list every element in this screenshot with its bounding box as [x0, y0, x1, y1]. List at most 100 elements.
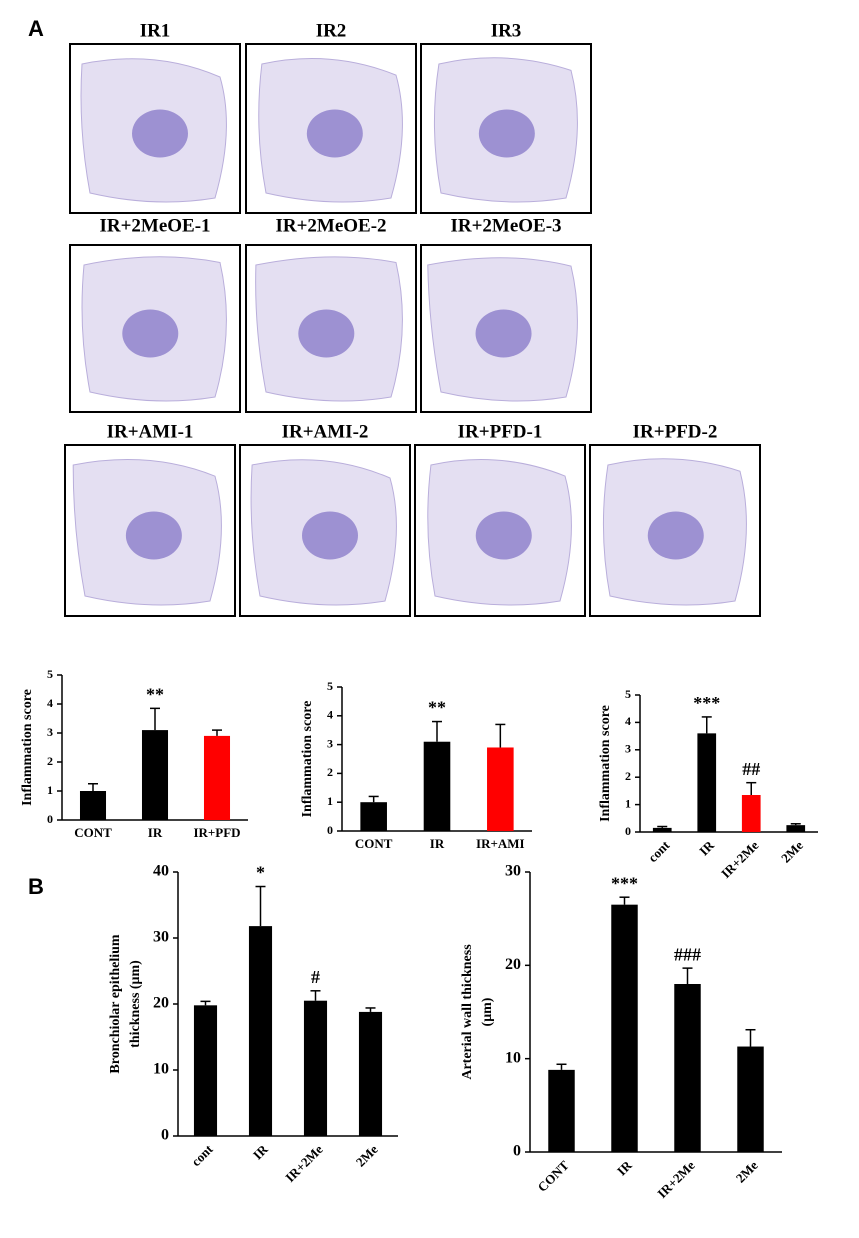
significance-label: # [311, 967, 320, 987]
y-axis-label: thickness (μm) [128, 960, 143, 1048]
chart: 0 1 2 3 4 5 Inflammation score cont *** IR ## IR+2M… [598, 687, 818, 881]
y-tick-label: 2 [625, 769, 631, 783]
image-frame [420, 43, 592, 214]
significance-label: ## [742, 759, 760, 779]
y-tick-label: 5 [625, 687, 631, 701]
chart: 0 10 20 30 Arterial wall thickness (μm) CONT **… [460, 863, 782, 1201]
significance-label: ### [674, 944, 701, 964]
image-title: IR1 [140, 20, 171, 41]
bar [697, 733, 717, 832]
significance-label: * [256, 863, 265, 883]
tissue-center [125, 511, 182, 560]
image-title: IR+2MeOE-3 [450, 215, 561, 236]
significance-label: ** [146, 684, 164, 704]
image-title: IR2 [316, 20, 347, 41]
tissue-center [647, 511, 704, 560]
bar [248, 926, 273, 1136]
image-title: IR+PFD-1 [458, 421, 543, 442]
y-axis-label: Inflammation score [20, 689, 35, 806]
x-tick-label: IR+AMI [476, 836, 525, 851]
tissue-center [132, 109, 188, 158]
tissue-center [478, 109, 535, 158]
bar [303, 1000, 328, 1136]
y-tick-label: 2 [327, 765, 333, 779]
bar [487, 747, 514, 831]
y-tick-label: 30 [153, 929, 169, 946]
x-tick-label: 2Me [733, 1157, 761, 1185]
image-frame [414, 444, 586, 617]
x-tick-label: IR [430, 836, 445, 851]
chart: 0 1 2 3 4 5 Inflammation score CONT ** IR IR+PFD [20, 667, 248, 840]
y-axis-label: (μm) [480, 997, 495, 1026]
tissue-center [298, 309, 355, 358]
bar [423, 741, 451, 831]
bar [358, 1011, 383, 1136]
tissue-center [301, 511, 358, 560]
x-tick-label: CONT [355, 836, 393, 851]
y-tick-label: 5 [327, 679, 333, 693]
y-tick-label: 40 [153, 863, 169, 880]
bar [786, 825, 806, 832]
y-tick-label: 3 [625, 742, 631, 756]
x-tick-label: IR+PFD [193, 825, 240, 840]
image-title: IR+2MeOE-1 [99, 215, 210, 236]
image-title: IR+2MeOE-2 [275, 215, 386, 236]
y-tick-label: 0 [513, 1143, 521, 1160]
y-tick-label: 3 [47, 725, 53, 739]
x-tick-label: IR [614, 1157, 635, 1178]
y-tick-label: 0 [47, 812, 53, 826]
image-frame [69, 244, 241, 413]
image-frame [245, 43, 417, 214]
bar [611, 904, 638, 1152]
x-tick-label: cont [188, 1141, 216, 1169]
significance-label: *** [693, 693, 720, 713]
panel-label: A [28, 16, 44, 41]
y-axis-label: Arterial wall thickness [460, 944, 475, 1080]
x-tick-label: IR+2Me [282, 1141, 326, 1185]
y-tick-label: 5 [47, 667, 53, 681]
y-tick-label: 1 [625, 796, 631, 810]
bar [548, 1069, 575, 1152]
image-title: IR+AMI-1 [107, 421, 194, 442]
tissue-center [475, 309, 532, 358]
panel-label: B [28, 874, 44, 899]
x-tick-label: IR [148, 825, 163, 840]
x-tick-label: cont [645, 837, 673, 865]
image-frame [245, 244, 417, 413]
y-tick-label: 2 [47, 754, 53, 768]
bar [741, 795, 761, 832]
tissue-center [475, 511, 532, 560]
bar [652, 827, 672, 832]
x-tick-label: CONT [74, 825, 112, 840]
x-tick-label: 2Me [353, 1141, 381, 1169]
y-tick-label: 0 [161, 1127, 169, 1144]
chart: 0 10 20 30 40 Bronchiolar epithelium thickness… [108, 863, 398, 1185]
bar [203, 735, 231, 820]
image-frame [420, 244, 592, 413]
y-tick-label: 4 [47, 696, 53, 710]
y-tick-label: 0 [327, 823, 333, 837]
image-title: IR3 [491, 20, 522, 41]
image-frame [239, 444, 411, 617]
x-tick-label: CONT [535, 1157, 572, 1194]
image-title: IR+AMI-2 [282, 421, 369, 442]
y-tick-label: 4 [327, 708, 333, 722]
y-tick-label: 0 [625, 824, 631, 838]
y-tick-label: 10 [153, 1061, 169, 1078]
y-tick-label: 1 [327, 794, 333, 808]
bar [674, 984, 701, 1152]
y-tick-label: 4 [625, 714, 631, 728]
y-axis-label: Inflammation score [598, 705, 613, 822]
y-tick-label: 10 [505, 1049, 521, 1066]
y-tick-label: 3 [327, 736, 333, 750]
x-tick-label: IR [250, 1141, 271, 1162]
bar [141, 730, 169, 820]
image-title: IR+PFD-2 [633, 421, 718, 442]
x-tick-label: IR+2Me [654, 1157, 698, 1201]
tissue-center [122, 309, 179, 358]
bar [737, 1046, 764, 1152]
y-axis-label: Bronchiolar epithelium [108, 934, 123, 1073]
chart: 0 1 2 3 4 5 Inflammation score CONT ** IR IR+AMI [300, 679, 532, 851]
image-frame [64, 444, 236, 617]
